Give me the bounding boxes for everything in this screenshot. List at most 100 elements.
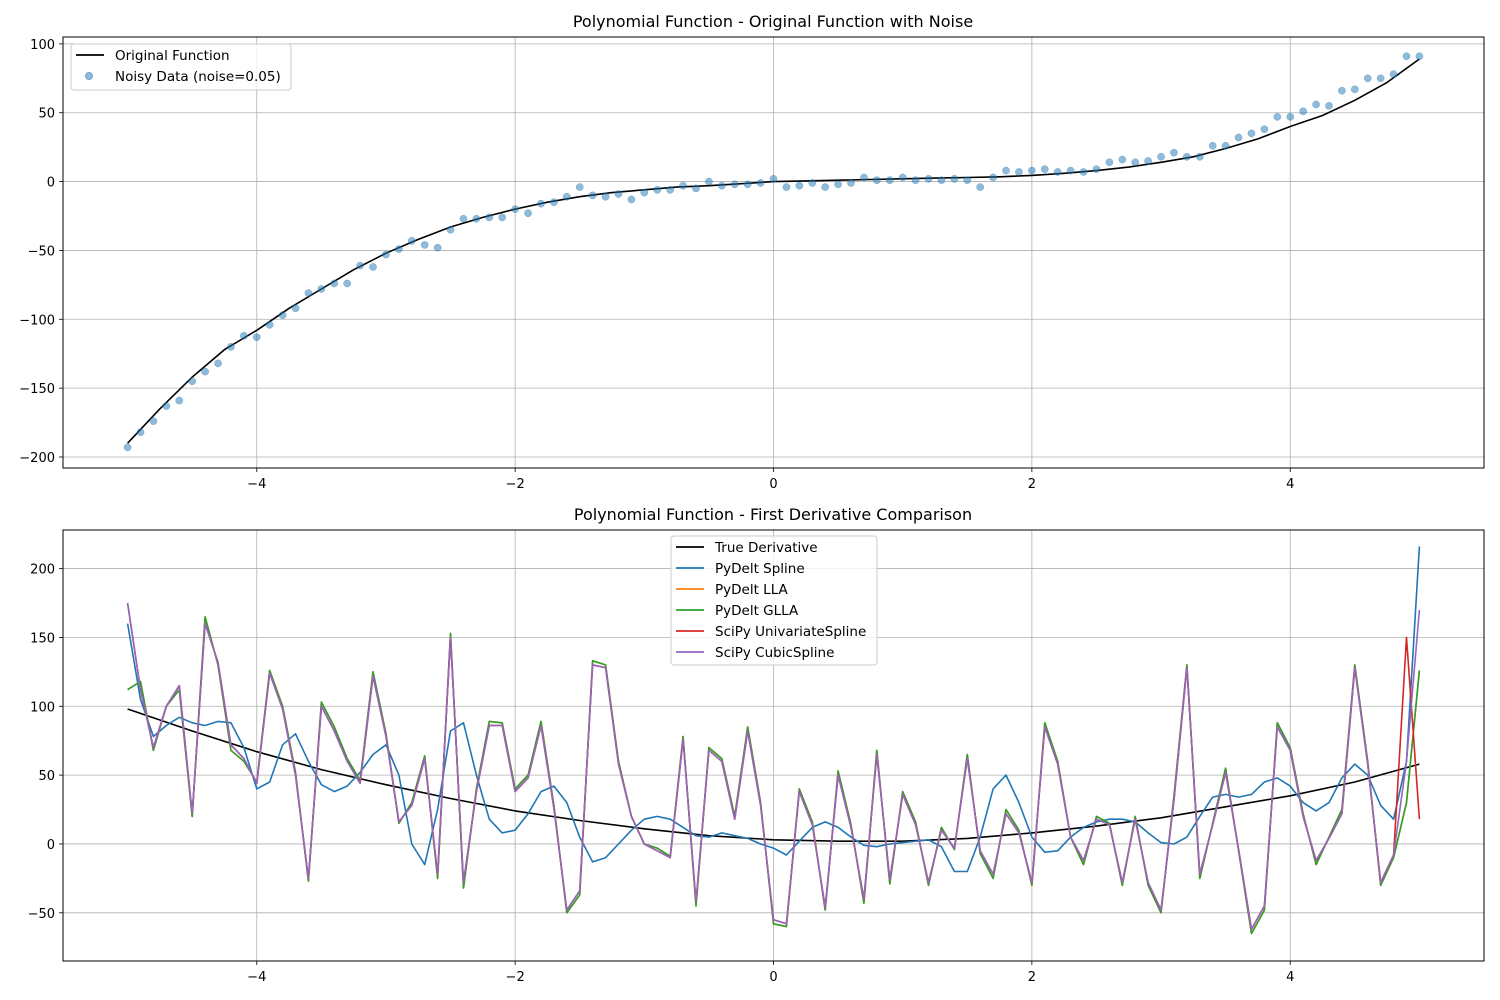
scatter-point [847,179,855,187]
scatter-point [1376,74,1385,83]
top-ytick-label: 50 [38,107,55,122]
scatter-point [834,180,842,189]
top-ytick-label: −50 [28,244,55,259]
bottom-xtick-label: −4 [247,970,266,985]
bottom-ytick-label: 200 [30,563,55,578]
scatter-point [562,192,571,201]
scatter-point [782,183,791,191]
top-ytick-label: 0 [47,176,55,191]
bottom-legend: True Derivative PyDelt Spline PyDelt LLA Py… [670,535,878,666]
scatter-point [1015,168,1023,176]
bottom-data [126,546,1421,935]
scatter-point [1208,141,1217,150]
scatter-point [524,209,532,218]
scatter-point [717,181,726,190]
scatter-point [1299,107,1307,116]
scatter-point [885,176,894,185]
bottom-series-pydelt-spline-line [126,546,1421,873]
scatter-point [872,176,881,185]
scatter-point [950,174,959,183]
scatter-point [1260,125,1269,134]
scatter-point [123,443,132,452]
scatter-point [1363,74,1372,83]
scatter-point [188,377,197,386]
legend-label: True Derivative [714,540,818,556]
scatter-point [821,183,830,191]
scatter-point [575,183,584,191]
scatter-point [265,320,274,329]
scatter-point [252,333,261,342]
scatter-point [1131,158,1140,167]
scatter-point [1273,113,1282,121]
scatter-point [730,180,739,189]
scatter-point [692,184,700,193]
scatter-point [369,263,377,271]
top-ticks: −4 −2 0 2 4 −200 −150 −100 −50 0 50 100 [19,38,1294,492]
scatter-point [278,311,287,320]
scatter-point [795,181,804,190]
scatter-point [420,241,429,249]
scatter-point [1157,152,1165,161]
top-grid [63,37,1484,468]
scatter-point [227,342,235,351]
scatter-point [808,179,817,187]
scatter-point [666,185,675,194]
bottom-xtick-label: 0 [769,970,777,985]
scatter-point [769,174,778,183]
scatter-point [937,176,946,185]
bottom-series-scipy-cubicspline-line [126,602,1421,931]
scatter-point [485,213,494,222]
scatter-point [976,183,985,191]
top-xtick-label: −4 [247,477,266,492]
bottom-ytick-label: 0 [47,838,55,853]
scatter-point [911,176,920,185]
scatter-point [1402,52,1411,61]
bottom-xtick-label: 2 [1028,970,1036,985]
legend-label: SciPy UnivariateSpline [715,624,866,640]
scatter-point [640,188,649,197]
bottom-legend-box [670,535,878,666]
scatter-point [705,177,713,186]
bottom-subplot: Polynomial Function - First Derivative C… [28,505,1485,985]
scatter-point [601,192,610,201]
scatter-point [1028,166,1036,175]
scatter-point [614,190,623,198]
scatter-point [1338,86,1346,95]
bottom-ytick-label: −50 [28,907,55,922]
scatter-point [860,173,868,182]
scatter-point [1002,166,1010,175]
top-ytick-label: −100 [19,313,55,328]
scatter-point [989,173,997,182]
scatter-point [537,199,545,208]
scatter-point [433,243,442,252]
scatter-point [743,180,752,189]
bottom-ytick-label: 100 [30,700,55,715]
scatter-point [1415,52,1424,61]
legend-label: PyDelt LLA [715,582,789,598]
scatter-point [1325,101,1333,110]
bottom-xtick-label: 4 [1286,970,1294,985]
bottom-xtick-label: −2 [506,970,525,985]
scatter-point [291,304,300,313]
top-xtick-label: 0 [769,477,777,492]
scatter-point [1092,165,1101,174]
scatter-point [924,174,933,183]
scatter-point [1221,141,1230,150]
scatter-point [1389,70,1398,79]
scatter-point [963,176,972,185]
scatter-point [317,285,326,293]
top-legend-box [70,43,292,91]
scatter-point [214,359,222,368]
scatter-point [136,428,145,437]
scatter-point [1183,152,1191,161]
scatter-point [1247,129,1256,138]
scatter-point [1312,100,1320,109]
scatter-point [395,245,403,253]
legend-label: PyDelt GLLA [715,603,799,619]
scatter-point [149,417,158,426]
scatter-point [175,396,184,405]
scatter-point [1040,165,1049,174]
scatter-point [653,185,662,194]
scatter-point [1053,168,1062,176]
